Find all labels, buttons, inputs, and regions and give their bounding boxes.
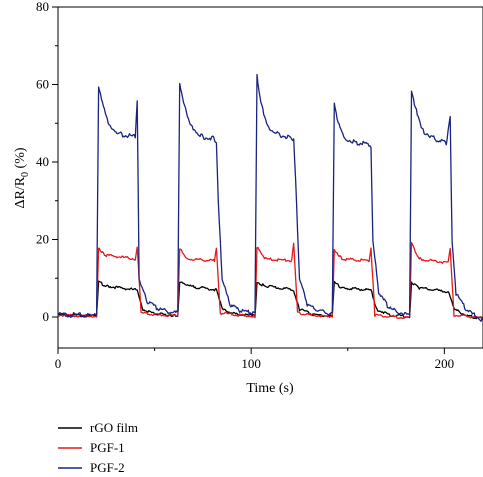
y-tick-label-20: 20 [36, 232, 49, 247]
y-tick-label-80: 80 [36, 0, 49, 14]
y-tick-label-0: 0 [43, 309, 50, 324]
x-tick-label-0: 0 [55, 356, 62, 371]
series-line-pgf-1 [57, 241, 483, 320]
y-axis-title-main: ΔR/R [13, 176, 28, 208]
series-line-rgo-film [57, 280, 483, 320]
y-axis-title: ΔR/R0 (%) [13, 147, 31, 208]
plot-area [57, 6, 483, 349]
y-axis-title-sub: 0 [20, 172, 31, 177]
y-tick-label-60: 60 [36, 77, 49, 92]
series-line-pgf-2 [57, 73, 483, 322]
y-tick-label-40: 40 [36, 154, 49, 169]
axis-ticks [52, 6, 445, 354]
legend: rGO film PGF-1 PGF-2 [58, 420, 138, 475]
x-tick-label-100: 100 [241, 356, 261, 371]
legend-label-pgf-1: PGF-1 [90, 440, 125, 455]
legend-label-rgo-film: rGO film [90, 420, 138, 435]
x-tick-label-200: 200 [435, 356, 455, 371]
y-axis-title-suffix: (%) [13, 147, 28, 172]
legend-label-pgf-2: PGF-2 [90, 460, 125, 475]
tick-labels: 0 100 200 0 20 40 60 80 [36, 0, 454, 371]
x-axis-title: Time (s) [246, 381, 294, 396]
series-layer [57, 73, 483, 322]
